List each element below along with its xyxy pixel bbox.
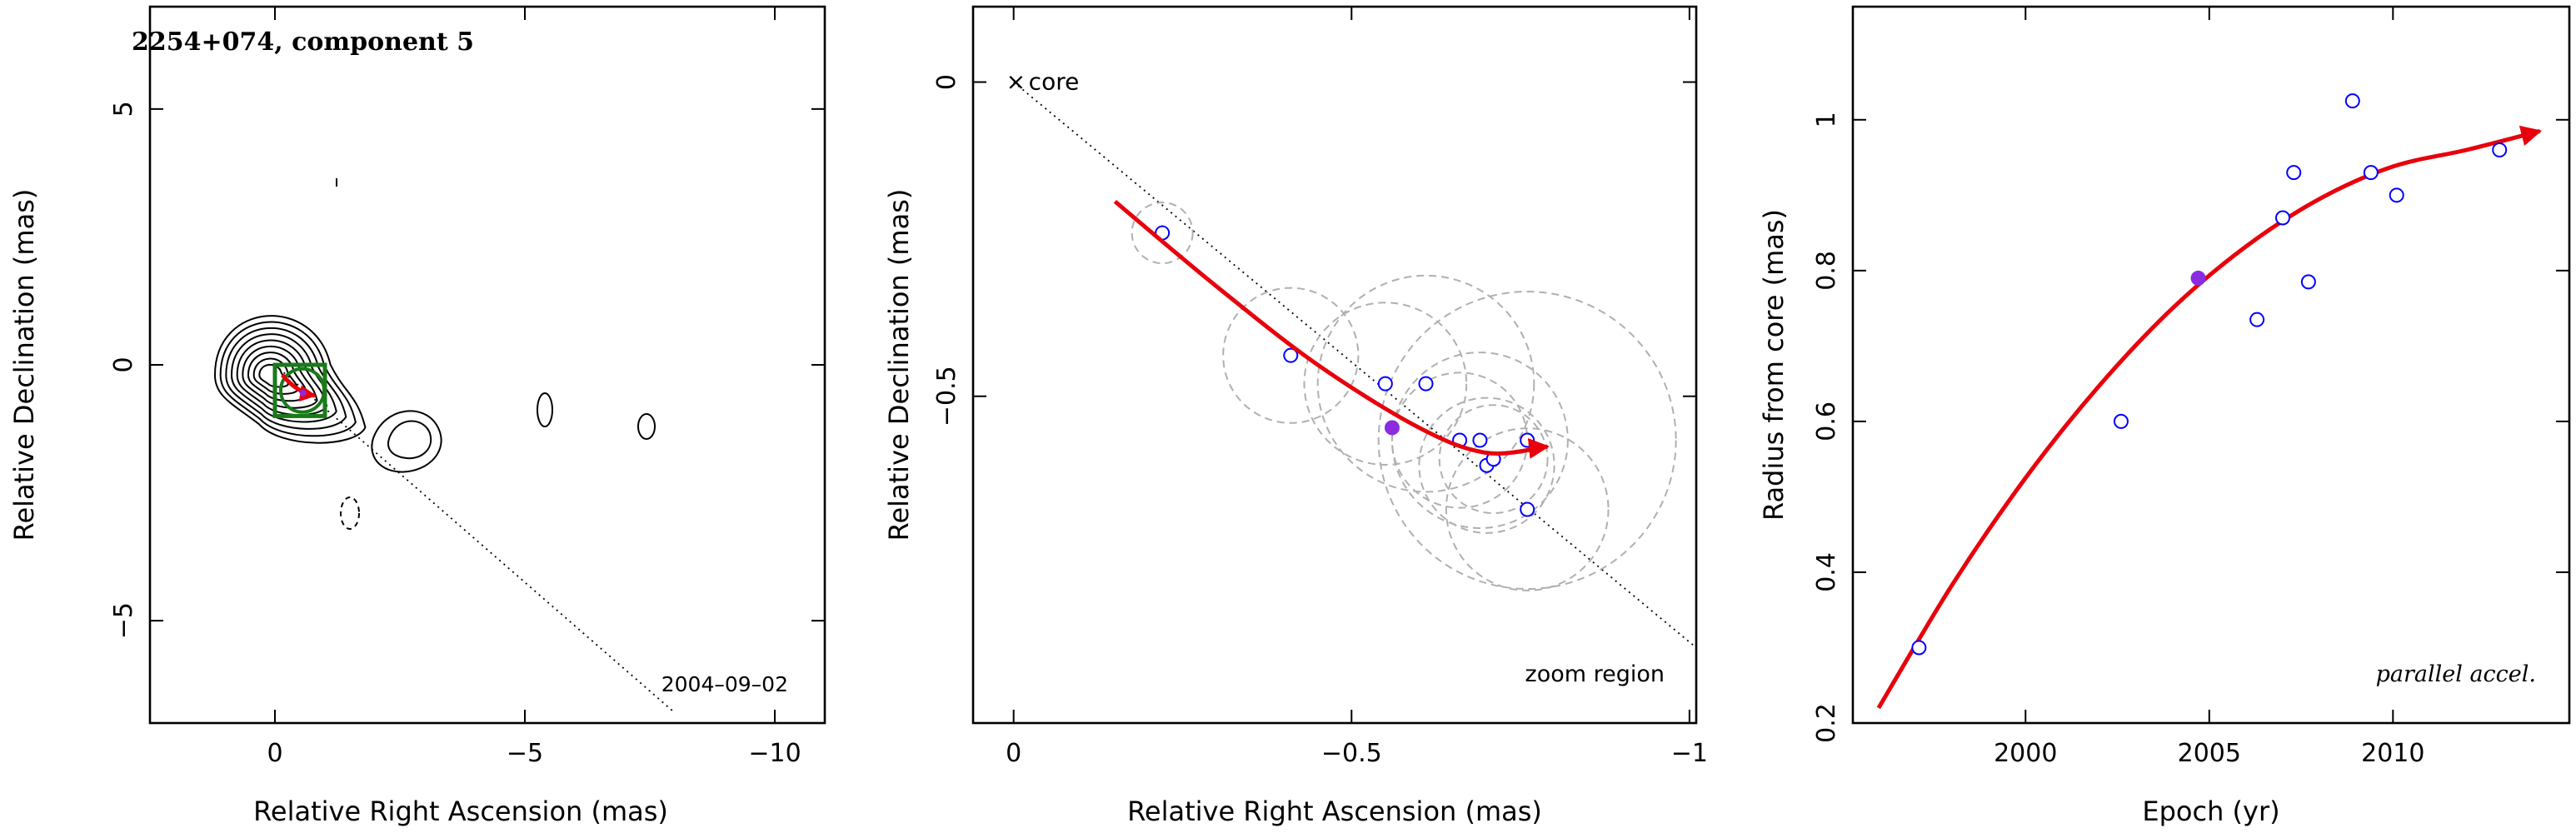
- panel-3-y-ticks: 0.2 0.4 0.6 0.8 1: [1812, 112, 2569, 743]
- panel-1-title: 2254+074, component 5: [132, 27, 474, 57]
- contour-level: [230, 333, 337, 423]
- y-tick-label: 1: [1812, 112, 1841, 127]
- panel-2-y-ticks: 0 −0.5: [932, 74, 1696, 426]
- panel-3-method-label: parallel accel.: [2376, 661, 2536, 687]
- core-component-ring: [279, 367, 326, 414]
- x-tick-label: 0: [267, 739, 282, 768]
- data-point: [1283, 347, 1299, 363]
- data-point: [1520, 501, 1535, 517]
- fit-curve: [1876, 125, 2543, 710]
- error-circle: [1316, 274, 1535, 493]
- panel-3-plot-area: [1876, 93, 2543, 710]
- panel-1-map: 0 −5 −10 5 0 −5 2254+074, component 5 2004–0…: [8, 5, 826, 827]
- data-point: [2363, 165, 2379, 181]
- y-tick-label: 0.6: [1812, 402, 1841, 441]
- x-tick-label: −5: [507, 739, 543, 768]
- y-tick-label: 0.8: [1812, 251, 1841, 291]
- panel-3-y-axis-label: Radius from core (mas): [1758, 209, 1790, 521]
- y-tick-label: 0.4: [1812, 552, 1841, 592]
- panel-3-x-axis-label: Epoch (yr): [2142, 796, 2279, 827]
- panel-2-y-axis-label: Relative Declination (mas): [883, 189, 915, 541]
- panel-2-frame: [971, 5, 1698, 725]
- panel-1-plot-area: [213, 178, 676, 714]
- error-circle: [1222, 287, 1360, 424]
- trajectory-arrow: [281, 373, 317, 402]
- panel-2-x-ticks: 0 −0.5 −1: [1006, 7, 1708, 768]
- panel-2-x-axis-label: Relative Right Ascension (mas): [1127, 796, 1542, 827]
- fit-curve: [1113, 199, 1550, 459]
- y-tick-label: 0: [932, 74, 961, 90]
- highlight-point: [1384, 420, 1400, 436]
- error-circle: [1303, 302, 1468, 466]
- intensity-contours: [213, 178, 656, 530]
- position-points: [1155, 225, 1535, 517]
- error-circle: [1445, 427, 1610, 591]
- data-point: [1418, 376, 1434, 392]
- contour-blob-2: [637, 413, 656, 440]
- data-point: [2344, 93, 2360, 109]
- data-point: [1520, 432, 1535, 448]
- highlight-point: [2190, 270, 2206, 286]
- error-circles: [1131, 202, 1677, 591]
- direction-line: [1013, 81, 1697, 649]
- data-point: [1472, 432, 1488, 448]
- data-point: [2389, 187, 2404, 203]
- core-label: core: [1029, 68, 1080, 96]
- panel-2-zoom-label: zoom region: [1525, 661, 1665, 687]
- panel-2-plot-area: × core: [1006, 68, 1697, 649]
- data-point: [1911, 640, 1927, 656]
- x-tick-label: 0: [1006, 739, 1021, 768]
- contour-blob-1: [537, 392, 553, 427]
- panel-3-radius: 2000 2005 2010 0.2 0.4 0.6 0.8 1 parallel acce…: [1758, 5, 2571, 827]
- y-tick-label: −5: [109, 602, 138, 639]
- panel-2-zoom: × core 0 −0.5 −1 0 −0.5 zoom region Relativ…: [883, 5, 1708, 827]
- x-tick-label: −0.5: [1321, 739, 1382, 768]
- data-point: [2300, 274, 2316, 290]
- epoch-marker: [299, 389, 307, 397]
- x-tick-label: 2005: [2178, 739, 2241, 768]
- x-tick-label: −10: [748, 739, 801, 768]
- panel-1-y-ticks: 5 0 −5: [109, 101, 825, 639]
- contour-level: [225, 327, 347, 430]
- trajectory-line: [274, 364, 676, 714]
- contour-negative: [340, 496, 360, 530]
- data-point: [1377, 376, 1393, 392]
- error-circle: [1131, 202, 1194, 265]
- error-circle: [1418, 397, 1555, 534]
- y-tick-label: 0: [109, 357, 138, 372]
- error-circle: [1438, 404, 1549, 515]
- radius-points: [1911, 93, 2508, 656]
- panel-3-frame: [1851, 5, 2571, 725]
- data-point: [2275, 210, 2290, 226]
- panel-3-x-ticks: 2000 2005 2010: [1994, 7, 2424, 768]
- contour-level: [219, 321, 357, 437]
- data-point: [2113, 413, 2129, 429]
- error-circle: [1390, 352, 1569, 529]
- core-marker: ×: [1006, 68, 1026, 96]
- y-tick-label: −0.5: [932, 366, 961, 426]
- x-tick-label: 2000: [1994, 739, 2057, 768]
- panel-1-y-axis-label: Relative Declination (mas): [8, 189, 40, 541]
- contour-secondary-knot: [371, 410, 442, 473]
- contour-secondary-knot-inner: [387, 420, 432, 460]
- contour-level: [213, 315, 367, 444]
- panel-1-x-ticks: 0 −5 −10: [267, 7, 801, 768]
- data-point: [2249, 312, 2265, 327]
- data-point: [2286, 165, 2302, 181]
- panel-1-date-label: 2004–09–02: [661, 672, 788, 696]
- x-tick-label: 2010: [2361, 739, 2424, 768]
- error-circle: [1377, 291, 1677, 590]
- x-tick-label: −1: [1671, 739, 1708, 768]
- y-tick-label: 5: [109, 101, 138, 117]
- y-tick-label: 0.2: [1812, 703, 1841, 743]
- data-point: [2492, 142, 2508, 157]
- panel-1-x-axis-label: Relative Right Ascension (mas): [253, 796, 668, 827]
